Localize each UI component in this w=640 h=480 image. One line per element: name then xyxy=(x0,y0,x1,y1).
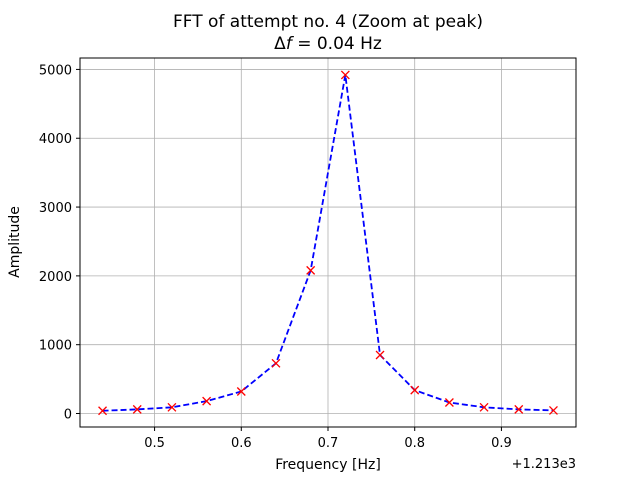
subtitle-variable: f xyxy=(286,34,295,54)
y-tick-label: 5000 xyxy=(39,63,72,78)
y-axis-label: Amplitude xyxy=(7,206,23,278)
x-axis-offset-label: +1.213e3 xyxy=(512,457,576,472)
data-point-marker xyxy=(514,404,524,414)
y-axis-ticks: 0 1000 2000 3000 4000 5000 xyxy=(39,63,80,423)
x-axis-ticks: 0.5 0.6 0.7 0.8 0.9 xyxy=(144,427,512,451)
data-point-marker xyxy=(306,265,316,275)
x-tick-label: 0.5 xyxy=(144,436,165,451)
series-layer xyxy=(98,70,558,416)
data-point-marker xyxy=(271,358,281,368)
y-tick-label: 3000 xyxy=(39,201,72,216)
data-point-marker xyxy=(132,404,142,414)
y-tick-label: 0 xyxy=(64,408,72,423)
data-point-marker xyxy=(444,398,454,407)
y-tick-label: 4000 xyxy=(39,132,72,147)
chart-title: FFT of attempt no. 4 (Zoom at peak) xyxy=(173,12,483,32)
x-tick-label: 0.8 xyxy=(404,436,425,451)
x-axis-label: Frequency [Hz] xyxy=(275,457,381,473)
data-point-marker xyxy=(479,402,489,412)
series-line xyxy=(102,74,554,412)
data-point-marker xyxy=(236,387,246,396)
data-point-marker xyxy=(340,70,350,80)
y-tick-label: 2000 xyxy=(39,270,72,285)
subtitle-delta: Δ xyxy=(274,34,286,54)
x-tick-label: 0.6 xyxy=(231,436,252,451)
data-point-marker xyxy=(167,402,177,412)
data-point-marker xyxy=(202,396,212,406)
grid-lines xyxy=(80,58,576,427)
data-point-marker xyxy=(375,350,385,360)
chart-subtitle: Δf = 0.04 Hz xyxy=(274,34,382,54)
y-tick-label: 1000 xyxy=(39,339,72,354)
data-point-marker xyxy=(410,385,420,395)
subtitle-value: = 0.04 Hz xyxy=(292,34,382,54)
data-point-marker xyxy=(548,405,558,415)
x-tick-label: 0.7 xyxy=(318,436,339,451)
x-tick-label: 0.9 xyxy=(491,436,512,451)
data-point-marker xyxy=(98,406,108,416)
